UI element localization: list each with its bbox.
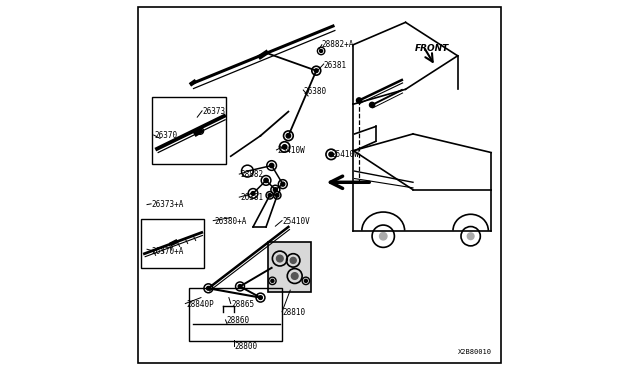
Circle shape	[319, 49, 323, 52]
Circle shape	[305, 279, 307, 282]
Bar	[268, 242, 310, 292]
Circle shape	[369, 102, 374, 108]
Text: 26380+A: 26380+A	[214, 217, 246, 226]
Circle shape	[380, 232, 387, 240]
Bar	[189, 288, 282, 341]
Circle shape	[291, 273, 298, 279]
Circle shape	[286, 134, 291, 138]
Circle shape	[259, 296, 262, 299]
Text: FRONT: FRONT	[415, 44, 449, 53]
Text: 26381: 26381	[240, 193, 263, 202]
Text: 26380: 26380	[303, 87, 326, 96]
Text: 28840P: 28840P	[186, 300, 214, 309]
Circle shape	[251, 192, 255, 195]
Text: 26373+A: 26373+A	[152, 200, 184, 209]
Text: 28882+A: 28882+A	[322, 40, 354, 49]
Circle shape	[356, 98, 362, 103]
Circle shape	[207, 286, 211, 290]
Text: 28865: 28865	[232, 300, 255, 309]
Circle shape	[273, 188, 277, 192]
Circle shape	[467, 233, 474, 240]
Circle shape	[329, 152, 333, 157]
Circle shape	[269, 163, 274, 168]
Text: 25410W: 25410W	[331, 150, 359, 159]
Text: 28860: 28860	[227, 316, 250, 325]
Bar	[141, 219, 204, 268]
Circle shape	[264, 178, 268, 183]
Text: 26381: 26381	[324, 61, 347, 70]
Circle shape	[281, 182, 285, 186]
Text: 25410W: 25410W	[277, 146, 305, 155]
Text: 26373: 26373	[203, 107, 226, 116]
Text: 26370: 26370	[154, 131, 177, 140]
Circle shape	[268, 194, 271, 197]
Circle shape	[271, 279, 274, 282]
Circle shape	[282, 145, 287, 149]
Circle shape	[276, 255, 283, 262]
Text: 26370+A: 26370+A	[152, 247, 184, 256]
Text: 28882: 28882	[240, 170, 263, 179]
Text: 25410V: 25410V	[283, 217, 310, 226]
Circle shape	[314, 69, 318, 73]
Circle shape	[290, 257, 296, 263]
Text: X2B80010: X2B80010	[458, 349, 492, 355]
Text: 28800: 28800	[234, 342, 257, 351]
Text: 28810: 28810	[283, 308, 306, 317]
Bar	[152, 97, 227, 164]
Circle shape	[238, 285, 242, 288]
Circle shape	[276, 194, 279, 197]
